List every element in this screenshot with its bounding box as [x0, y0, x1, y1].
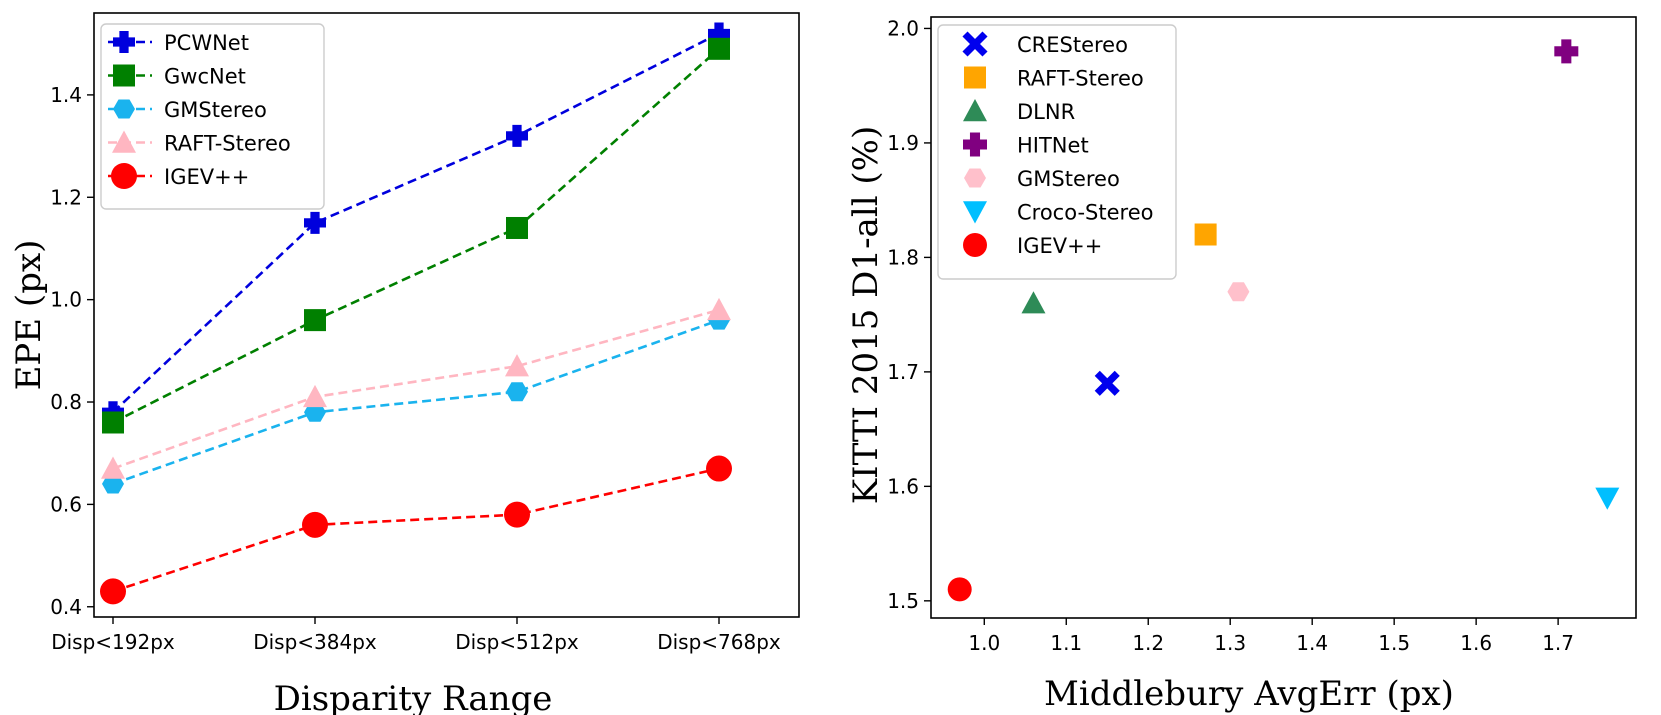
right-x-tick-label: 1.2 [1132, 631, 1164, 655]
right-y-axis-label: KITTI 2015 D1-all (%) [846, 126, 886, 504]
legend-label-igev: IGEV++ [164, 165, 249, 189]
line-raft-stereo [112, 308, 720, 470]
point-raft-stereo [303, 384, 327, 408]
point-raft-stereo [707, 297, 731, 321]
right-y-tick-label: 1.6 [887, 474, 919, 498]
left-legend-box [100, 23, 325, 210]
legend-marker-gwcnet [113, 64, 135, 87]
right-x-tick-label: 1.3 [1214, 631, 1246, 655]
left-y-tick-label: 1.0 [50, 288, 82, 312]
left-y-axis-label: EPE (px) [9, 240, 49, 391]
legend-label-crestereo: CREStereo [1017, 33, 1128, 57]
point-pcwnet [304, 211, 326, 234]
point-igev [302, 511, 328, 538]
point-gwcnet [708, 37, 730, 60]
point-hitnet [1554, 39, 1579, 64]
point-gmstereo [304, 402, 326, 422]
legend-label-pcwnet: PCWNet [164, 31, 249, 55]
legend-marker-raft-stereo [964, 66, 986, 89]
legend-label-raft-stereo: RAFT-Stereo [164, 132, 291, 156]
legend-marker-igev [963, 233, 987, 257]
left-y-tick-label: 1.4 [50, 83, 82, 107]
point-dlnr [1021, 291, 1046, 314]
right-legend-box [937, 24, 1177, 280]
left-chart-epe-vs-disparity: 0.40.60.81.01.21.4 Disp<192px Disp<384px D… [9, 12, 800, 715]
point-crestereo [1094, 370, 1120, 396]
left-x-tick-label: Disp<768px [657, 630, 781, 654]
line-gmstereo [112, 318, 720, 486]
right-scatter-points [947, 39, 1620, 602]
legend-marker-dlnr [963, 99, 987, 122]
left-x-axis-label: Disparity Range [274, 679, 553, 715]
legend-marker-gmstereo [964, 168, 986, 188]
right-x-tick-label: 1.6 [1460, 631, 1492, 655]
point-raft-stereo [101, 456, 125, 479]
right-y-tick-label: 1.7 [887, 360, 919, 384]
point-gwcnet [304, 309, 326, 332]
point-igev [706, 455, 732, 482]
left-x-tick-label: Disp<192px [51, 630, 175, 654]
left-y-tick-label: 0.4 [50, 595, 82, 619]
right-y-tick-label: 2.0 [887, 16, 919, 40]
legend-marker-hitnet [963, 132, 987, 157]
legend-label-raft-stereo: RAFT-Stereo [1017, 67, 1144, 91]
point-gmstereo [506, 382, 528, 402]
right-y-tick-label: 1.5 [887, 589, 919, 613]
right-plot-frame [930, 16, 1637, 619]
point-gwcnet [102, 411, 124, 434]
point-igev [100, 578, 126, 605]
right-x-axis-ticks: 1.0 1.1 1.2 1.3 1.4 1.5 1.6 1.7 [968, 618, 1574, 655]
line-igev [112, 467, 720, 593]
point-raft-stereo [505, 354, 529, 377]
left-series-markers [100, 22, 732, 605]
legend-label-gmstereo: GMStereo [1017, 167, 1120, 191]
point-croco-stereo [1595, 487, 1620, 510]
right-x-tick-label: 1.5 [1378, 631, 1410, 655]
point-gmstereo [1227, 282, 1250, 302]
right-y-tick-label: 1.9 [887, 131, 919, 155]
line-pcwnet [112, 32, 720, 414]
left-x-tick-label: Disp<384px [253, 630, 377, 654]
legend-marker-crestereo [962, 31, 988, 57]
legend-marker-gmstereo [113, 99, 135, 119]
left-y-tick-label: 1.2 [50, 185, 82, 209]
left-y-tick-label: 0.8 [50, 390, 82, 414]
point-gwcnet [506, 216, 528, 239]
left-legend: PCWNet GwcNet GMStereo RAFT-Stereo IGEV++ [100, 23, 325, 210]
point-igev [947, 577, 972, 602]
legend-label-igev: IGEV++ [1017, 234, 1102, 258]
point-pcwnet [708, 22, 730, 45]
legend-label-hitnet: HITNet [1017, 134, 1089, 158]
right-legend: CREStereo RAFT-Stereo DLNR HITNet GMStereo Cr… [937, 24, 1177, 280]
left-x-tick-label: Disp<512px [455, 630, 579, 654]
legend-label-dlnr: DLNR [1017, 100, 1075, 124]
left-y-axis-ticks: 0.4 0.6 0.8 1.0 1.2 1.4 [50, 83, 94, 619]
left-y-tick-label: 0.6 [50, 492, 82, 516]
right-x-tick-label: 1.7 [1542, 631, 1574, 655]
left-plot-frame [93, 12, 800, 618]
point-igev [504, 501, 530, 528]
legend-marker-igev [111, 163, 137, 189]
line-gwcnet [112, 47, 720, 424]
right-x-tick-label: 1.0 [968, 631, 1000, 655]
legend-label-gwcnet: GwcNet [164, 65, 246, 89]
right-chart-kitti-vs-middlebury: 1.5 1.6 1.7 1.8 1.9 2.0 1.0 1.1 1.2 1.3 1.4 1.5 1.6… [846, 16, 1637, 714]
left-x-axis-ticks: Disp<192px Disp<384px Disp<512px Disp<768px [51, 617, 781, 654]
right-x-axis-label: Middlebury AvgErr (px) [1044, 674, 1454, 714]
legend-marker-raft-stereo [112, 130, 136, 153]
point-pcwnet [506, 124, 528, 147]
right-x-tick-label: 1.4 [1296, 631, 1328, 655]
right-x-tick-label: 1.1 [1050, 631, 1082, 655]
legend-marker-pcwnet [113, 31, 135, 53]
right-y-axis-ticks: 1.5 1.6 1.7 1.8 1.9 2.0 [887, 16, 931, 613]
left-series-lines [112, 32, 720, 593]
legend-label-croco-stereo: Croco-Stereo [1017, 201, 1153, 225]
right-y-tick-label: 1.8 [887, 245, 919, 269]
legend-label-gmstereo: GMStereo [164, 98, 267, 122]
point-raft-stereo [1194, 223, 1217, 246]
point-gmstereo [102, 474, 124, 494]
legend-marker-croco-stereo [963, 201, 987, 224]
